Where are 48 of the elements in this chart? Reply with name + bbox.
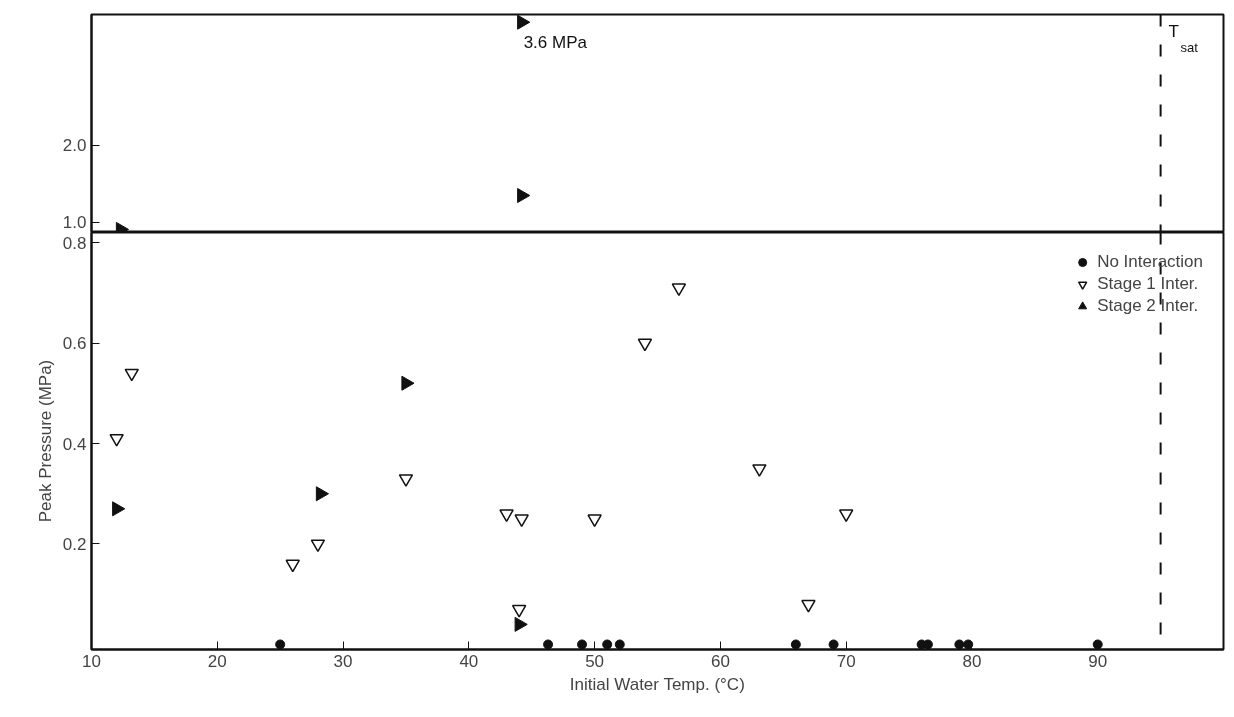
- point: [514, 616, 528, 632]
- point: [577, 639, 588, 650]
- x-tick-label: 70: [836, 651, 856, 671]
- point: [587, 514, 602, 528]
- x-tick-label: 20: [207, 651, 227, 671]
- x-tick-label: 40: [459, 651, 479, 671]
- legend-label: No Interaction: [1097, 252, 1203, 272]
- point: [275, 639, 286, 650]
- point: [614, 639, 625, 650]
- point: [109, 433, 124, 447]
- point: [801, 599, 816, 613]
- point: [790, 639, 801, 650]
- point: [838, 509, 854, 523]
- x-tick-label: 30: [333, 651, 353, 671]
- point: [752, 464, 767, 477]
- x-tick-label: 10: [82, 651, 101, 671]
- point: [602, 639, 613, 650]
- y-tick-label: 0.6: [62, 334, 87, 354]
- point: [285, 559, 300, 573]
- point: [1092, 639, 1103, 650]
- legend-label: Stage 2 Inter.: [1097, 296, 1199, 316]
- x-tick-label: 50: [585, 651, 605, 671]
- point: [398, 474, 414, 487]
- ref-line-label: Tsat: [1168, 21, 1199, 55]
- y-tick-label: 0.8: [62, 233, 87, 253]
- y-tick-label: 0.2: [62, 534, 87, 554]
- point: [954, 639, 965, 650]
- point: [124, 368, 139, 382]
- point: [671, 283, 687, 297]
- point: [315, 486, 329, 502]
- y-axis-title: Peak Pressure (MPa): [35, 359, 55, 523]
- x-tick-label: 80: [962, 651, 982, 671]
- annotation: 3.6 MPa: [523, 33, 588, 53]
- x-axis-title: Initial Water Temp. (°C): [569, 674, 745, 694]
- x-tick-label: 60: [710, 651, 730, 671]
- y-tick-label: 0.4: [62, 434, 87, 454]
- point: [514, 514, 529, 528]
- point: [511, 604, 527, 618]
- y-tick-label: 1.0: [62, 213, 87, 233]
- point: [310, 539, 326, 553]
- point: [543, 639, 554, 650]
- y-tick-label: 2.0: [62, 136, 87, 156]
- point: [963, 639, 974, 650]
- point: [637, 338, 653, 352]
- point: [828, 639, 839, 650]
- legend-label: Stage 1 Inter.: [1097, 274, 1199, 294]
- x-tick-label: 90: [1088, 651, 1108, 671]
- point: [499, 509, 514, 523]
